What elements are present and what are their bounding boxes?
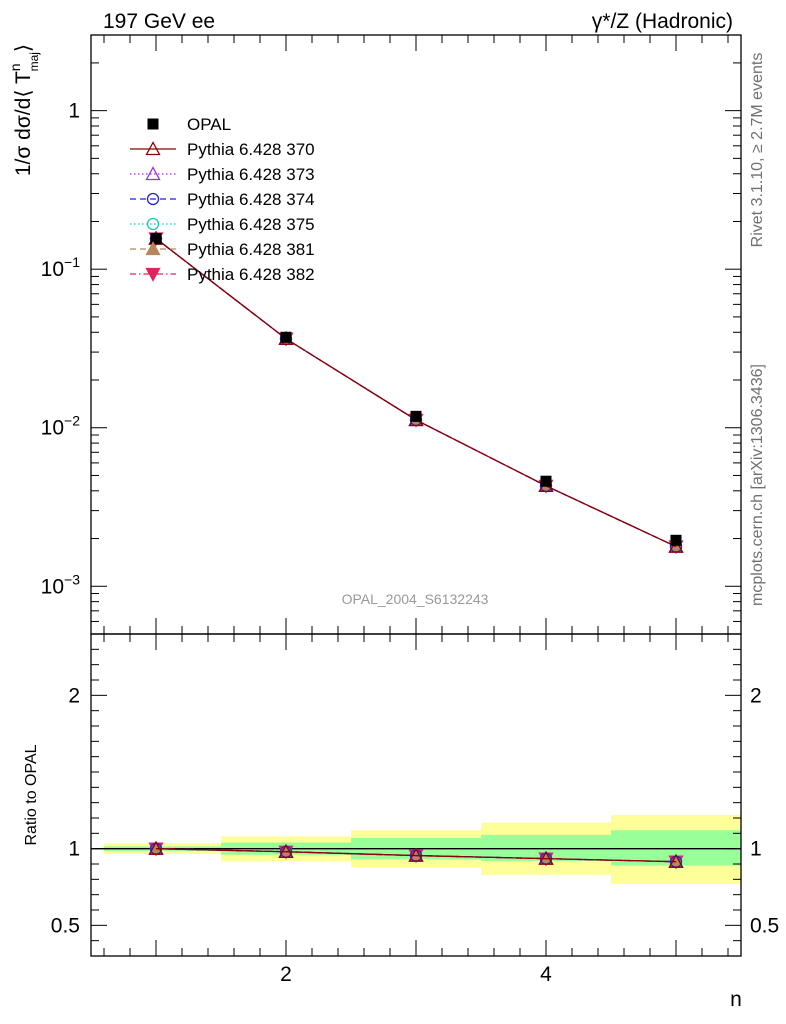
ratio-y-tick-label-right: 1 xyxy=(750,838,762,861)
main-data-point xyxy=(410,410,422,422)
legend-marker xyxy=(145,141,161,156)
legend-marker xyxy=(146,192,160,206)
mcplots-label: mcplots.cern.ch [arXiv:1306.3436] xyxy=(749,364,766,606)
x-axis-label: n xyxy=(730,988,742,1011)
legend-marker xyxy=(145,267,161,282)
analysis-watermark: OPAL_2004_S6132243 xyxy=(342,591,489,607)
main-data-point xyxy=(540,475,552,487)
ratio-y-tick-label: 1 xyxy=(68,838,80,861)
legend-label: Pythia 6.428 375 xyxy=(187,215,315,234)
ratio-data-point xyxy=(668,853,684,868)
ratio-data-point xyxy=(148,840,164,855)
legend-label: Pythia 6.428 370 xyxy=(187,140,315,159)
data-series xyxy=(148,230,684,870)
ratio-data-point xyxy=(278,843,294,858)
ratio-series-line xyxy=(155,848,677,863)
main-y-tick-label: 10−1 xyxy=(41,254,81,281)
main-y-axis-label-text: 1/σ dσ/d⟨ T xyxy=(12,71,35,176)
legend-label: OPAL xyxy=(187,115,231,134)
ratio-y-tick-label: 0.5 xyxy=(51,914,80,937)
legend-label: Pythia 6.428 381 xyxy=(187,240,315,259)
main-series-line xyxy=(155,238,677,548)
ratio-y-tick-label: 2 xyxy=(68,684,80,707)
legend-marker xyxy=(145,241,161,256)
legend-marker xyxy=(147,118,159,130)
header-left: 197 GeV ee xyxy=(103,10,215,33)
ratio-data-point xyxy=(538,850,554,865)
main-series-line xyxy=(155,238,677,548)
legend: OPAL Pythia 6.428 370 Pythia 6.428 373 Pyth… xyxy=(130,115,315,284)
main-y-axis-label-sup: n xyxy=(7,63,23,71)
legend-marker xyxy=(146,217,160,231)
main-series-line xyxy=(155,238,677,548)
ratio-data-point xyxy=(408,847,424,862)
header-right: γ*/Z (Hadronic) xyxy=(592,10,733,33)
main-series-line xyxy=(155,238,677,548)
main-data-point xyxy=(150,233,162,245)
main-data-point xyxy=(668,538,684,553)
main-y-tick-label: 10−2 xyxy=(41,413,81,440)
x-tick-label: 4 xyxy=(540,963,552,986)
ratio-panel-frame xyxy=(90,633,742,957)
main-data-point xyxy=(280,331,292,343)
main-y-axis-label-sub: maj xyxy=(27,52,41,71)
main-series-line xyxy=(155,238,677,548)
axis-ticks: 2 4 1 10−1 10−2 10−3 0.5 0.5 1 1 2 2 xyxy=(41,34,779,986)
main-series-line xyxy=(155,238,677,548)
legend-label: Pythia 6.428 373 xyxy=(187,165,315,184)
ratio-y-axis-label: Ratio to OPAL xyxy=(23,744,40,845)
main-y-axis-label: 1/σ dσ/d⟨ Tn maj⟩ xyxy=(7,44,41,176)
main-y-tick-label: 10−3 xyxy=(41,571,81,598)
legend-marker xyxy=(145,166,161,181)
ratio-bands xyxy=(91,814,741,884)
main-y-axis-label-end: ⟩ xyxy=(12,44,35,52)
legend-label: Pythia 6.428 382 xyxy=(187,265,315,284)
ratio-y-tick-label-right: 2 xyxy=(750,684,762,707)
main-data-point xyxy=(670,534,682,546)
x-tick-label: 2 xyxy=(280,963,292,986)
ratio-y-tick-label-right: 0.5 xyxy=(750,914,779,937)
rivet-label: Rivet 3.1.10, ≥ 2.7M events xyxy=(749,53,766,248)
legend-label: Pythia 6.428 374 xyxy=(187,190,315,209)
main-y-tick-label: 1 xyxy=(68,100,80,123)
